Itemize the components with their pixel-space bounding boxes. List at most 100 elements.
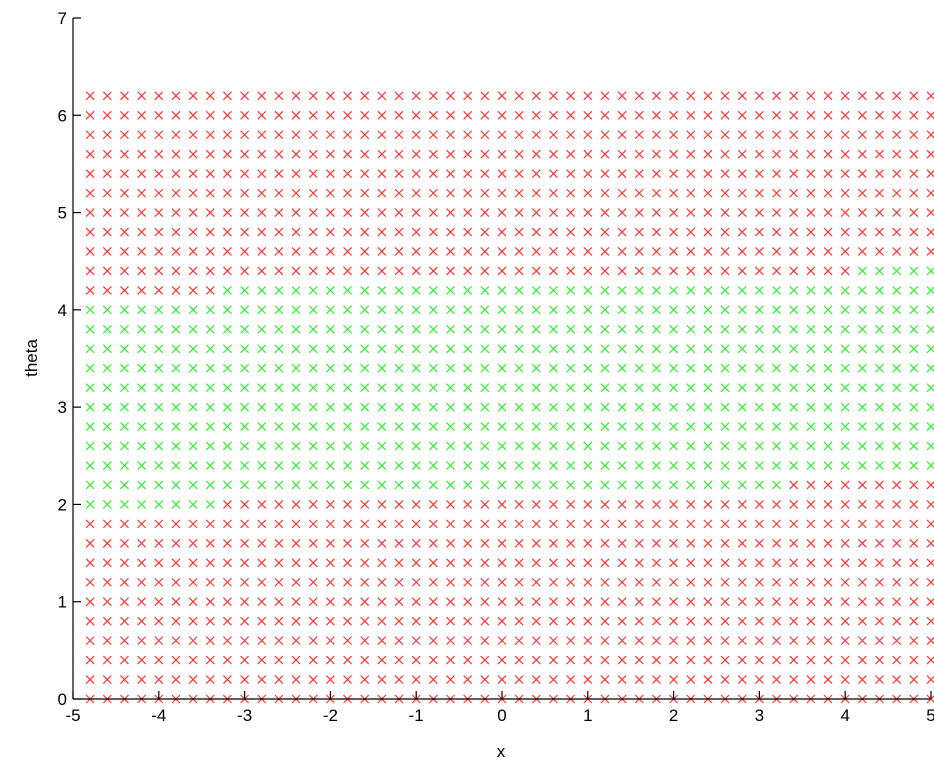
data-point: [377, 344, 387, 354]
data-point: [463, 227, 473, 237]
data-point: [892, 422, 902, 432]
data-point: [428, 383, 438, 393]
data-point: [205, 169, 215, 179]
data-point: [205, 402, 215, 412]
data-point: [394, 383, 404, 393]
data-point: [686, 441, 696, 451]
data-point: [806, 188, 816, 198]
data-point: [120, 208, 129, 217]
data-point: [480, 577, 490, 587]
data-point: [669, 558, 679, 568]
data-point: [377, 500, 387, 509]
data-point: [360, 500, 370, 509]
data-point: [892, 655, 902, 665]
data-point: [120, 500, 129, 509]
data-point: [583, 188, 593, 198]
data-point: [669, 655, 679, 665]
data-point: [772, 169, 781, 179]
data-point: [823, 616, 833, 626]
data-point: [875, 188, 884, 198]
data-point: [223, 558, 232, 568]
data-point: [823, 383, 833, 393]
data-point: [205, 247, 215, 256]
data-point: [720, 363, 730, 373]
data-point: [652, 285, 661, 295]
data-point: [154, 266, 164, 276]
data-point: [411, 324, 421, 334]
data-point: [652, 130, 661, 140]
data-point: [600, 149, 610, 159]
data-point: [291, 227, 301, 237]
data-point: [823, 266, 833, 276]
data-point: [446, 91, 455, 101]
x-tick-label: 3: [755, 706, 764, 725]
data-point: [308, 91, 318, 101]
data-point: [411, 538, 421, 548]
data-point: [154, 188, 164, 198]
data-point: [394, 655, 404, 665]
data-point: [600, 577, 610, 587]
data-point: [463, 519, 473, 529]
data-point: [617, 169, 627, 179]
data-point: [549, 227, 558, 237]
data-point: [669, 577, 679, 587]
data-point: [857, 422, 867, 432]
data-point: [806, 675, 816, 684]
data-point: [377, 363, 387, 373]
data-point: [634, 324, 644, 334]
data-point: [531, 227, 541, 237]
data-point: [600, 208, 610, 217]
data-point: [446, 461, 455, 470]
data-point: [154, 324, 164, 334]
data-point: [926, 461, 934, 470]
data-point: [120, 344, 129, 354]
data-point: [377, 91, 387, 101]
data-point: [754, 558, 764, 568]
data-point: [240, 441, 250, 451]
data-point: [686, 519, 696, 529]
data-point: [102, 363, 112, 373]
data-point: [377, 110, 387, 120]
data-point: [308, 616, 318, 626]
data-point: [772, 616, 781, 626]
data-point: [480, 558, 490, 568]
data-point: [772, 383, 781, 393]
data-point: [308, 597, 318, 607]
data-point: [137, 538, 147, 548]
data-point: [617, 383, 627, 393]
data-point: [325, 558, 335, 568]
data-point: [600, 91, 610, 101]
data-point: [274, 305, 284, 315]
data-point: [411, 519, 421, 529]
data-point: [274, 461, 284, 470]
data-point: [617, 519, 627, 529]
data-point: [823, 597, 833, 607]
data-point: [257, 169, 267, 179]
data-point: [188, 383, 198, 393]
data-point: [325, 149, 335, 159]
data-point: [514, 500, 524, 509]
data-point: [257, 577, 267, 587]
data-point: [497, 324, 507, 334]
data-point: [120, 519, 129, 529]
data-point: [823, 636, 833, 646]
data-point: [669, 227, 679, 237]
data-point: [634, 305, 644, 315]
data-point: [772, 675, 781, 684]
data-point: [754, 480, 764, 490]
data-point: [514, 110, 524, 120]
data-point: [652, 577, 661, 587]
data-point: [600, 655, 610, 665]
data-point: [909, 285, 919, 295]
data-point: [102, 285, 112, 295]
data-point: [617, 461, 627, 470]
data-point: [343, 305, 352, 315]
data-point: [154, 480, 164, 490]
data-point: [308, 208, 318, 217]
data-point: [926, 188, 934, 198]
data-point: [188, 130, 198, 140]
data-point: [583, 675, 593, 684]
data-point: [531, 422, 541, 432]
data-point: [566, 305, 576, 315]
data-point: [325, 91, 335, 101]
